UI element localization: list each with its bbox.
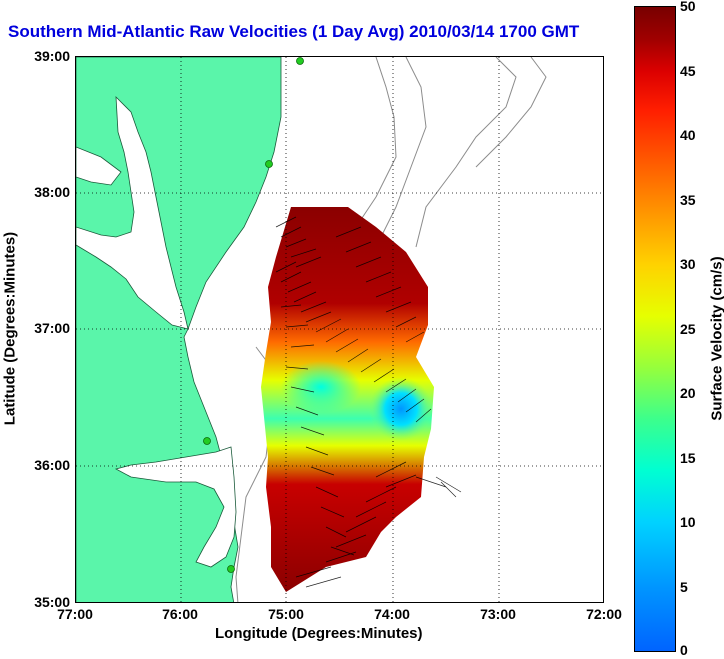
colorbar-tick-label: 30 — [680, 256, 696, 272]
map-plot-area — [75, 56, 604, 603]
radar-site-marker — [227, 565, 235, 573]
colorbar-tick-label: 15 — [680, 450, 696, 466]
x-tick-label: 73:00 — [480, 606, 516, 622]
y-tick-label: 35:00 — [34, 594, 70, 610]
y-tick-label: 39:00 — [34, 48, 70, 64]
x-tick-label: 72:00 — [586, 606, 622, 622]
x-tick-label: 76:00 — [162, 606, 198, 622]
colorbar-tick-label: 5 — [680, 579, 688, 595]
y-tick-label: 36:00 — [34, 457, 70, 473]
x-tick-label: 75:00 — [268, 606, 304, 622]
x-tick-label: 74:00 — [374, 606, 410, 622]
map-grid — [76, 57, 603, 602]
radar-site-marker — [203, 437, 211, 445]
colorbar-tick-label: 20 — [680, 385, 696, 401]
radar-site-marker — [265, 160, 273, 168]
colorbar — [634, 6, 676, 652]
radar-site-markers — [203, 57, 304, 573]
x-tick-label: 77:00 — [57, 606, 93, 622]
land-mass — [76, 57, 282, 602]
colorbar-tick-label: 25 — [680, 321, 696, 337]
velocity-field — [261, 207, 462, 592]
y-tick-label: 37:00 — [34, 320, 70, 336]
colorbar-tick-label: 50 — [680, 0, 696, 14]
colorbar-tick-label: 0 — [680, 642, 688, 658]
y-tick-label: 38:00 — [34, 184, 70, 200]
map-canvas — [76, 57, 603, 602]
colorbar-tick-label: 35 — [680, 192, 696, 208]
colorbar-title: Surface Velocity (cm/s) — [708, 256, 724, 421]
colorbar-tick-label: 45 — [680, 63, 696, 79]
x-axis-title: Longitude (Degrees:Minutes) — [215, 625, 423, 642]
colorbar-tick-label: 40 — [680, 127, 696, 143]
radar-site-marker — [296, 57, 304, 65]
y-axis-title: Latitude (Degrees:Minutes) — [1, 231, 19, 426]
map-title: Southern Mid-Atlantic Raw Velocities (1 … — [8, 22, 580, 41]
colorbar-tick-label: 10 — [680, 514, 696, 530]
